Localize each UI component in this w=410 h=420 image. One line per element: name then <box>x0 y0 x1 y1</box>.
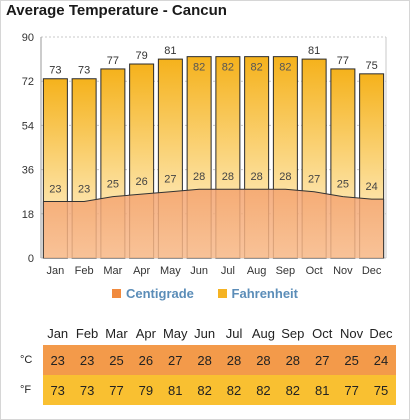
y-tick-label: 18 <box>22 209 34 221</box>
x-tick-label: Jun <box>190 265 208 277</box>
chart-legend: Centigrade Fahrenheit <box>0 286 410 301</box>
x-tick-label: Jul <box>221 265 235 277</box>
x-tick-label: Sep <box>276 265 296 277</box>
table-corner <box>14 324 43 345</box>
centigrade-data-label: 25 <box>337 179 349 191</box>
centigrade-data-label: 27 <box>308 174 320 186</box>
fahrenheit-data-label: 75 <box>366 60 378 72</box>
y-tick-label: 72 <box>22 76 34 88</box>
fahrenheit-data-label: 73 <box>49 65 61 77</box>
fahrenheit-data-label: 77 <box>107 55 119 67</box>
fahrenheit-cell: 79 <box>131 375 161 405</box>
centigrade-data-label: 23 <box>78 184 90 196</box>
celsius-cell: 25 <box>336 345 367 375</box>
y-tick-label: 0 <box>28 253 34 265</box>
fahrenheit-cell: 82 <box>189 375 220 405</box>
fahrenheit-data-label: 82 <box>279 62 291 74</box>
fahrenheit-data-label: 81 <box>308 45 320 57</box>
x-tick-label: May <box>160 265 181 277</box>
x-tick-label: Jan <box>47 265 65 277</box>
temperature-chart: 0 18 36 54 72 90 73 73 77 79 81 82 82 82 82 81 77 75 23 23… <box>22 32 387 277</box>
chart-title: Average Temperature - Cancun <box>6 2 227 19</box>
x-tick-label: Aug <box>247 265 267 277</box>
x-tick-label: Apr <box>133 265 150 277</box>
fahrenheit-data-label: 79 <box>136 50 148 62</box>
centigrade-data-label: 28 <box>279 171 291 183</box>
temperature-table: Jan Feb Mar Apr May Jun Jul Aug Sep Oct … <box>14 324 396 405</box>
month-header: Jun <box>194 326 216 341</box>
month-header: Apr <box>135 326 156 341</box>
fahrenheit-cell: 82 <box>219 375 249 405</box>
fahrenheit-swatch-icon <box>217 289 227 298</box>
fahrenheit-data-label: 82 <box>222 62 234 74</box>
fahrenheit-cell: 81 <box>307 375 337 405</box>
celsius-cell: 23 <box>43 345 73 375</box>
fahrenheit-data-label: 73 <box>78 65 90 77</box>
table-header-row: Jan Feb Mar Apr May Jun Jul Aug Sep Oct … <box>14 324 396 345</box>
fahrenheit-cell: 75 <box>366 375 396 405</box>
centigrade-data-label: 28 <box>251 171 263 183</box>
month-header: Jan <box>47 326 69 341</box>
x-tick-label: Dec <box>362 265 382 277</box>
legend-fahrenheit[interactable]: Fahrenheit <box>217 286 298 301</box>
y-tick-label: 36 <box>22 165 34 177</box>
month-header: Sep <box>281 326 305 341</box>
y-tick-label: 90 <box>22 32 34 44</box>
month-header: Dec <box>369 326 393 341</box>
month-header: Jul <box>225 326 243 341</box>
celsius-cell: 28 <box>248 345 279 375</box>
fahrenheit-data-label: 82 <box>251 62 263 74</box>
month-header: Oct <box>312 326 333 341</box>
fahrenheit-cell: 82 <box>278 375 308 405</box>
legend-fahrenheit-label: Fahrenheit <box>231 286 298 301</box>
centigrade-data-label: 27 <box>164 174 176 186</box>
centigrade-line <box>43 188 384 203</box>
fahrenheit-cell: 73 <box>43 375 73 405</box>
centigrade-data-label: 26 <box>136 176 148 188</box>
centigrade-area[interactable] <box>43 189 384 258</box>
celsius-cell: 28 <box>278 345 308 375</box>
centigrade-data-label: 28 <box>222 171 234 183</box>
fahrenheit-data-label: 77 <box>337 55 349 67</box>
celsius-cell: 27 <box>160 345 190 375</box>
fahrenheit-row: °F 73 73 77 79 81 82 82 82 82 81 77 75 <box>14 375 396 405</box>
celsius-cell: 25 <box>101 345 132 375</box>
celsius-cell: 27 <box>307 345 337 375</box>
x-tick-label: Nov <box>333 265 353 277</box>
centigrade-swatch-icon <box>112 289 121 298</box>
celsius-cell: 23 <box>72 345 102 375</box>
fahrenheit-cell: 81 <box>160 375 190 405</box>
x-tick-label: Feb <box>75 265 94 277</box>
month-header: Mar <box>105 326 128 341</box>
fahrenheit-cell: 73 <box>72 375 102 405</box>
fahrenheit-cell: 82 <box>248 375 279 405</box>
fahrenheit-cell: 77 <box>101 375 132 405</box>
celsius-cell: 28 <box>189 345 220 375</box>
month-header: Feb <box>75 326 99 341</box>
celsius-row-label: °C <box>14 345 43 375</box>
fahrenheit-cell: 77 <box>336 375 367 405</box>
centigrade-data-label: 24 <box>366 181 378 193</box>
y-tick-label: 54 <box>22 120 34 132</box>
fahrenheit-data-label: 81 <box>164 45 176 57</box>
legend-centigrade[interactable]: Centigrade <box>112 286 194 301</box>
legend-centigrade-label: Centigrade <box>126 286 194 301</box>
celsius-cell: 28 <box>219 345 249 375</box>
celsius-cell: 26 <box>131 345 161 375</box>
celsius-cell: 24 <box>366 345 396 375</box>
month-header: Nov <box>340 326 364 341</box>
centigrade-data-label: 25 <box>107 179 119 191</box>
fahrenheit-data-label: 82 <box>193 62 205 74</box>
centigrade-data-label: 28 <box>193 171 205 183</box>
celsius-row: °C 23 23 25 26 27 28 28 28 28 27 25 24 <box>14 345 396 375</box>
fahrenheit-row-label: °F <box>14 375 43 405</box>
month-header: May <box>162 326 188 341</box>
x-tick-label: Oct <box>306 265 323 277</box>
month-header: Aug <box>251 326 275 341</box>
x-tick-label: Mar <box>103 265 122 277</box>
centigrade-data-label: 23 <box>49 184 61 196</box>
